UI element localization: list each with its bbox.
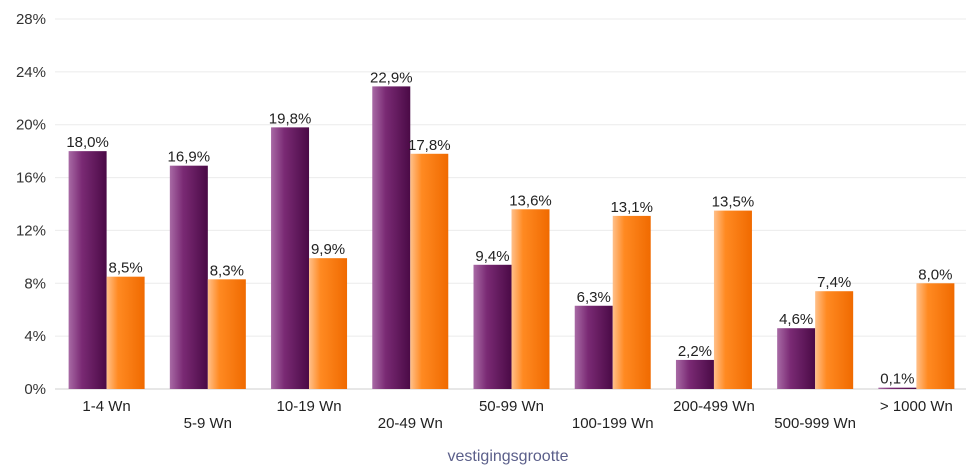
- data-label: 4,6%: [779, 311, 813, 328]
- data-label: 9,9%: [311, 241, 345, 258]
- y-tick-label: 0%: [24, 381, 46, 398]
- data-label: 13,1%: [610, 199, 653, 216]
- data-label: 8,0%: [918, 266, 952, 283]
- data-label: 9,4%: [475, 248, 509, 265]
- y-tick-label: 16%: [16, 170, 46, 187]
- bars: [68, 86, 955, 390]
- data-label: 8,3%: [210, 262, 244, 279]
- data-label: 6,3%: [577, 289, 611, 306]
- bar-series-1: [675, 359, 714, 389]
- bar-series-2: [916, 283, 955, 389]
- x-tick-label: 100-199 Wn: [572, 415, 654, 432]
- x-tick-label: 50-99 Wn: [479, 398, 544, 415]
- bar-series-1: [473, 264, 512, 389]
- data-label: 7,4%: [817, 274, 851, 291]
- y-tick-label: 12%: [16, 222, 46, 239]
- bar-series-2: [815, 291, 854, 389]
- bar-series-1: [169, 165, 208, 389]
- x-tick-label: 5-9 Wn: [184, 415, 232, 432]
- bar-series-2: [612, 215, 651, 389]
- data-label: 0,1%: [880, 371, 914, 388]
- data-label: 2,2%: [678, 343, 712, 360]
- bar-series-1: [68, 151, 107, 389]
- data-label: 17,8%: [408, 137, 451, 154]
- bar-series-1: [777, 328, 816, 389]
- x-axis-title: vestigingsgrootte: [448, 448, 569, 465]
- y-tick-label: 28%: [16, 11, 46, 28]
- x-tick-label: 10-19 Wn: [277, 398, 342, 415]
- data-labels: 18,0% 8,5% 16,9% 8,3% 19,8% 9,9% 22,9% 17,8% 9,4…: [66, 69, 952, 387]
- bar-series-2: [309, 258, 348, 389]
- bar-series-1: [878, 387, 917, 389]
- bar-series-1: [271, 127, 310, 389]
- data-label: 13,6%: [509, 192, 552, 209]
- bar-series-1: [574, 305, 613, 389]
- bar-series-2: [511, 209, 550, 389]
- bar-series-1: [372, 86, 411, 390]
- y-tick-label: 8%: [24, 275, 46, 292]
- bar-series-2: [410, 153, 449, 389]
- bar-series-2: [207, 279, 246, 389]
- data-label: 19,8%: [269, 110, 312, 127]
- data-label: 8,5%: [109, 260, 143, 277]
- data-label: 18,0%: [66, 134, 109, 151]
- x-tick-label: 1-4 Wn: [82, 398, 130, 415]
- x-tick-label: > 1000 Wn: [880, 398, 953, 415]
- y-tick-label: 4%: [24, 328, 46, 345]
- y-tick-label: 24%: [16, 64, 46, 81]
- y-axis: 0% 4% 8% 12% 16% 20% 24% 28%: [16, 11, 46, 398]
- bar-series-2: [106, 276, 145, 389]
- y-tick-label: 20%: [16, 117, 46, 134]
- x-tick-label: 200-499 Wn: [673, 398, 755, 415]
- data-label: 22,9%: [370, 69, 413, 86]
- x-tick-label: 20-49 Wn: [378, 415, 443, 432]
- x-tick-label: 500-999 Wn: [774, 415, 856, 432]
- bar-series-2: [713, 210, 752, 389]
- x-axis: 1-4 Wn 5-9 Wn 10-19 Wn 20-49 Wn 50-99 Wn 100-…: [82, 398, 952, 432]
- data-label: 13,5%: [712, 194, 755, 211]
- data-label: 16,9%: [168, 149, 211, 166]
